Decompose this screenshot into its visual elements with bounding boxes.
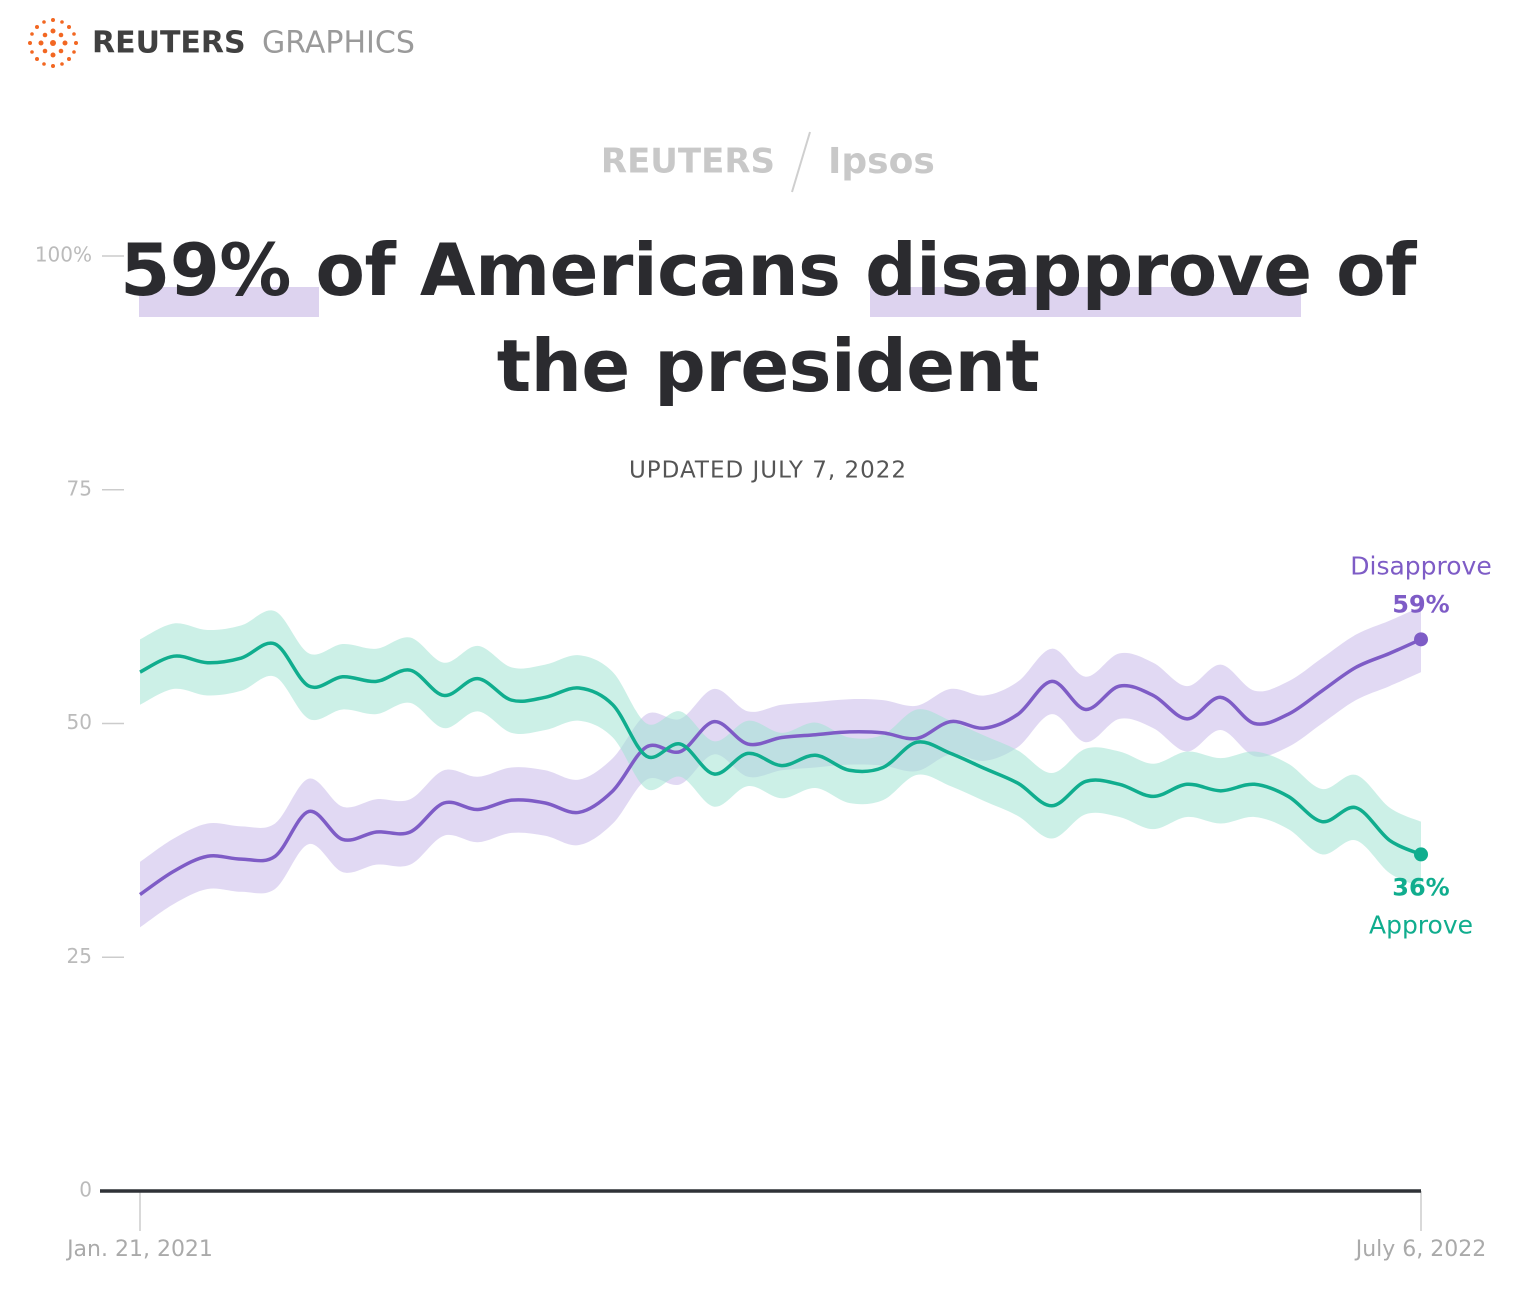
y-tick-label: 100%: [35, 243, 92, 267]
partner-divider: [791, 131, 811, 193]
legend-label: Approve: [1369, 910, 1473, 939]
x-tick-label: Jan. 21, 2021: [65, 1237, 213, 1262]
end-value-label: 59%: [1392, 590, 1449, 618]
series-line: [139, 641, 1422, 857]
partner-ipsos: Ipsos: [828, 141, 935, 182]
brand-section: GRAPHICS: [262, 26, 415, 61]
subtitle: UPDATED JULY 7, 2022: [629, 458, 907, 484]
logo-mark: [28, 18, 78, 68]
x-tick-label: July 6, 2022: [1354, 1237, 1487, 1262]
lines: [138, 637, 1422, 897]
end-dot: [1414, 632, 1428, 647]
y-tick-label: 0: [79, 1178, 92, 1202]
title-highlight: [139, 287, 319, 317]
y-tick-label: 75: [67, 476, 92, 500]
y-tick-label: 50: [67, 710, 92, 734]
end-value-label: 36%: [1392, 873, 1449, 901]
confidence-band: [140, 610, 1421, 888]
chart-title: 59% of Americans disapprove of the presi…: [120, 228, 1416, 408]
brand: REUTERS: [92, 26, 246, 61]
y-tick-label: 25: [67, 944, 92, 968]
title-highlight: [870, 287, 1301, 317]
partner-reuters: REUTERS: [601, 142, 775, 182]
end-dot: [1414, 847, 1428, 862]
legend-label: Disapprove: [1350, 551, 1491, 580]
series-line: [138, 637, 1422, 897]
